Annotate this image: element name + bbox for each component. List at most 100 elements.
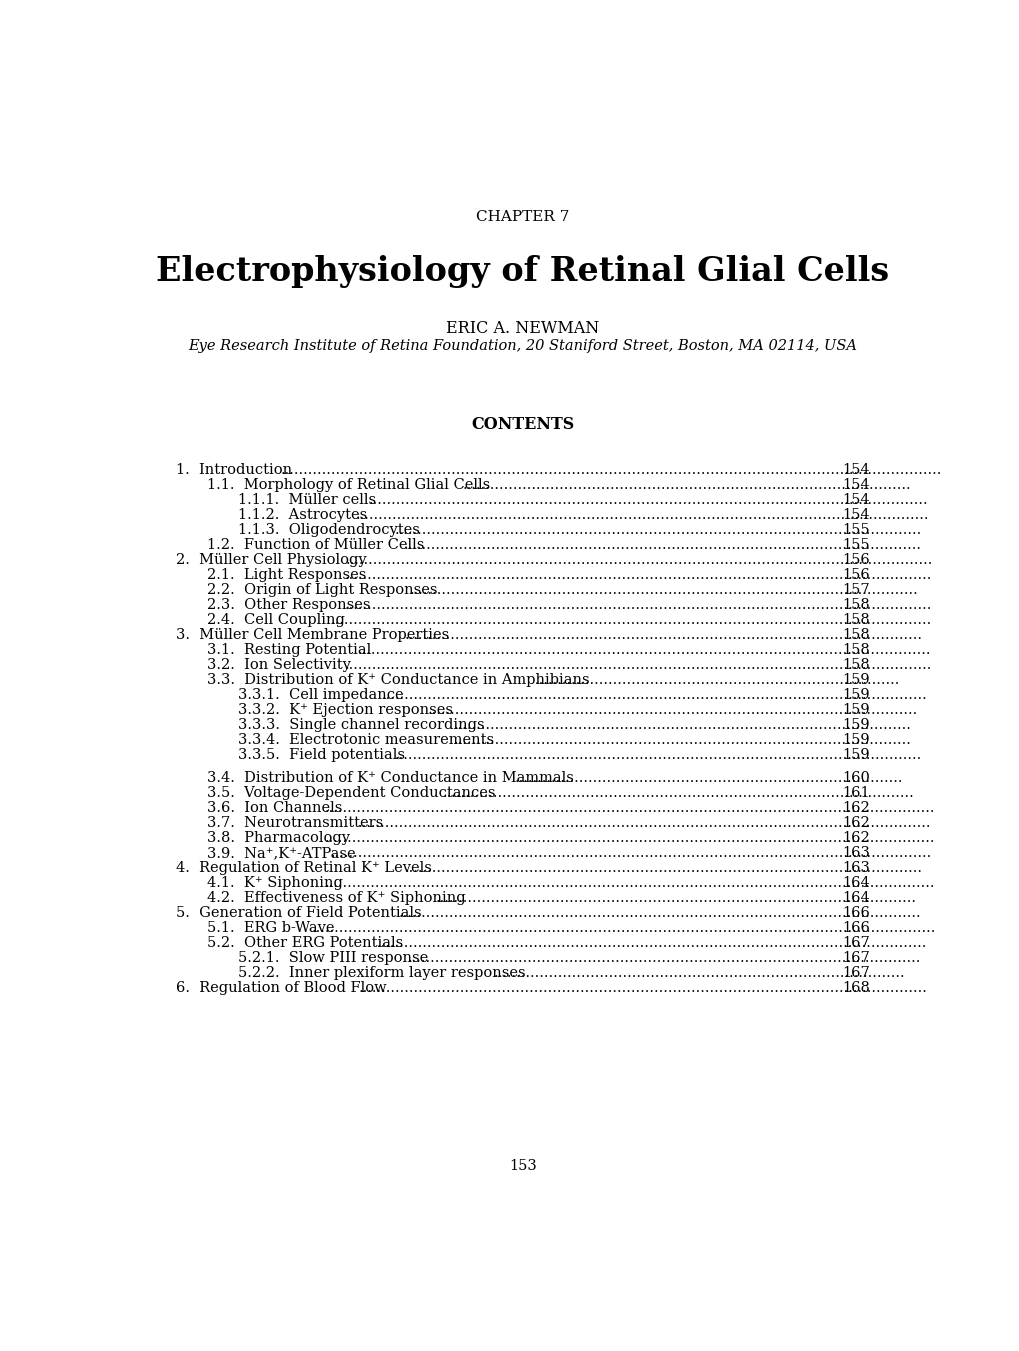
Text: 1.1.1.  Müller cells: 1.1.1. Müller cells	[237, 493, 375, 507]
Text: 155: 155	[842, 523, 869, 538]
Text: 167: 167	[842, 966, 869, 981]
Text: ................................................................................: ........................................…	[394, 748, 921, 762]
Text: 5.  Generation of Field Potentials: 5. Generation of Field Potentials	[175, 907, 421, 920]
Text: 1.1.  Morphology of Retinal Glial Cells: 1.1. Morphology of Retinal Glial Cells	[206, 478, 489, 492]
Text: CHAPTER 7: CHAPTER 7	[476, 209, 569, 224]
Text: 167: 167	[842, 951, 869, 966]
Text: ................................................................................: ........................................…	[311, 921, 934, 935]
Text: ................................................................................: ........................................…	[427, 704, 917, 717]
Text: 2.3.  Other Responses: 2.3. Other Responses	[206, 598, 370, 612]
Text: ................................................................................: ........................................…	[345, 554, 932, 567]
Text: 158: 158	[842, 628, 869, 642]
Text: ................................................................................: ........................................…	[394, 523, 921, 538]
Text: ................................................................................: ........................................…	[343, 569, 930, 582]
Text: ................................................................................: ........................................…	[435, 892, 916, 905]
Text: 3.4.  Distribution of K⁺ Conductance in Mammals: 3.4. Distribution of K⁺ Conductance in M…	[206, 771, 573, 785]
Text: 154: 154	[842, 493, 869, 507]
Text: ................................................................................: ........................................…	[324, 877, 934, 890]
Text: 1.2.  Function of Müller Cells: 1.2. Function of Müller Cells	[206, 538, 424, 553]
Text: CONTENTS: CONTENTS	[471, 416, 574, 434]
Text: 3.3.5.  Field potentials: 3.3.5. Field potentials	[237, 748, 405, 762]
Text: 154: 154	[842, 478, 869, 492]
Text: 5.1.  ERG b-Wave: 5.1. ERG b-Wave	[206, 921, 334, 935]
Text: 159: 159	[842, 748, 869, 762]
Text: 156: 156	[842, 554, 869, 567]
Text: ................................................................................: ........................................…	[515, 771, 902, 785]
Text: 2.1.  Light Responses: 2.1. Light Responses	[206, 569, 366, 582]
Text: 2.4.  Cell Coupling: 2.4. Cell Coupling	[206, 613, 344, 627]
Text: 3.1.  Resting Potential: 3.1. Resting Potential	[206, 643, 371, 658]
Text: 3.3.1.  Cell impedance: 3.3.1. Cell impedance	[237, 689, 403, 703]
Text: 154: 154	[842, 508, 869, 523]
Text: ................................................................................: ........................................…	[442, 786, 913, 800]
Text: 3.2.  Ion Selectivity: 3.2. Ion Selectivity	[206, 658, 351, 673]
Text: 1.  Introduction: 1. Introduction	[175, 463, 291, 477]
Text: 4.1.  K⁺ Siphoning: 4.1. K⁺ Siphoning	[206, 877, 342, 890]
Text: 1.1.2.  Astrocytes: 1.1.2. Astrocytes	[237, 508, 367, 523]
Text: ................................................................................: ........................................…	[280, 463, 941, 477]
Text: 4.  Regulation of Retinal K⁺ Levels: 4. Regulation of Retinal K⁺ Levels	[175, 862, 431, 875]
Text: 3.3.3.  Single channel recordings: 3.3.3. Single channel recordings	[237, 719, 484, 732]
Text: 3.3.  Distribution of K⁺ Conductance in Amphibians: 3.3. Distribution of K⁺ Conductance in A…	[206, 673, 589, 688]
Text: 3.  Müller Cell Membrane Properties: 3. Müller Cell Membrane Properties	[175, 628, 448, 642]
Text: ................................................................................: ........................................…	[331, 613, 931, 627]
Text: ................................................................................: ........................................…	[462, 478, 910, 492]
Text: 163: 163	[842, 862, 869, 875]
Text: ................................................................................: ........................................…	[359, 981, 927, 996]
Text: 156: 156	[842, 569, 869, 582]
Text: 3.3.2.  K⁺ Ejection responses: 3.3.2. K⁺ Ejection responses	[237, 704, 452, 717]
Text: 164: 164	[842, 877, 869, 890]
Text: ................................................................................: ........................................…	[324, 831, 934, 846]
Text: 5.2.2.  Inner plexiform layer responses: 5.2.2. Inner plexiform layer responses	[237, 966, 525, 981]
Text: ................................................................................: ........................................…	[408, 951, 920, 966]
Text: 155: 155	[842, 538, 869, 553]
Text: 3.7.  Neurotransmitters: 3.7. Neurotransmitters	[206, 816, 382, 831]
Text: 1.1.3.  Oligodendrocytes: 1.1.3. Oligodendrocytes	[237, 523, 419, 538]
Text: 3.9.  Na⁺,K⁺-ATPase: 3.9. Na⁺,K⁺-ATPase	[206, 846, 355, 861]
Text: ................................................................................: ........................................…	[324, 801, 934, 815]
Text: ................................................................................: ........................................…	[410, 584, 918, 597]
Text: 158: 158	[842, 613, 869, 627]
Text: 168: 168	[842, 981, 869, 996]
Text: 164: 164	[842, 892, 869, 905]
Text: ERIC A. NEWMAN: ERIC A. NEWMAN	[445, 320, 599, 336]
Text: 158: 158	[842, 643, 869, 658]
Text: ................................................................................: ........................................…	[493, 966, 904, 981]
Text: 159: 159	[842, 719, 869, 732]
Text: 159: 159	[842, 673, 869, 688]
Text: Electrophysiology of Retinal Glial Cells: Electrophysiology of Retinal Glial Cells	[156, 254, 889, 288]
Text: 153: 153	[508, 1159, 536, 1173]
Text: ................................................................................: ........................................…	[453, 734, 911, 747]
Text: ................................................................................: ........................................…	[343, 598, 930, 612]
Text: 161: 161	[842, 786, 869, 800]
Text: 166: 166	[842, 921, 869, 935]
Text: 157: 157	[842, 584, 869, 597]
Text: 160: 160	[842, 771, 869, 785]
Text: 4.2.  Effectiveness of K⁺ Siphoning: 4.2. Effectiveness of K⁺ Siphoning	[206, 892, 465, 905]
Text: 2.2.  Origin of Light Responses: 2.2. Origin of Light Responses	[206, 584, 436, 597]
Text: 159: 159	[842, 734, 869, 747]
Text: 3.8.  Pharmacology: 3.8. Pharmacology	[206, 831, 350, 846]
Text: 159: 159	[842, 689, 869, 703]
Text: 163: 163	[842, 846, 869, 861]
Text: 162: 162	[842, 801, 869, 815]
Text: 3.6.  Ion Channels: 3.6. Ion Channels	[206, 801, 341, 815]
Text: 159: 159	[842, 704, 869, 717]
Text: ................................................................................: ........................................…	[381, 689, 926, 703]
Text: 3.3.4.  Electrotonic measurements: 3.3.4. Electrotonic measurements	[237, 734, 493, 747]
Text: ................................................................................: ........................................…	[453, 719, 911, 732]
Text: ................................................................................: ........................................…	[343, 658, 930, 673]
Text: 6.  Regulation of Blood Flow: 6. Regulation of Blood Flow	[175, 981, 386, 996]
Text: 167: 167	[842, 936, 869, 950]
Text: ................................................................................: ........................................…	[357, 643, 930, 658]
Text: ...............................................................................: ........................................…	[534, 673, 899, 688]
Text: 158: 158	[842, 658, 869, 673]
Text: ................................................................................: ........................................…	[368, 493, 927, 507]
Text: Eye Research Institute of Retina Foundation, 20 Staniford Street, Boston, MA 021: Eye Research Institute of Retina Foundat…	[189, 339, 856, 353]
Text: 166: 166	[842, 907, 869, 920]
Text: ................................................................................: ........................................…	[398, 907, 920, 920]
Text: 158: 158	[842, 598, 869, 612]
Text: ................................................................................: ........................................…	[405, 628, 922, 642]
Text: 2.  Müller Cell Physiology: 2. Müller Cell Physiology	[175, 554, 366, 567]
Text: 5.2.1.  Slow PIII response: 5.2.1. Slow PIII response	[237, 951, 427, 966]
